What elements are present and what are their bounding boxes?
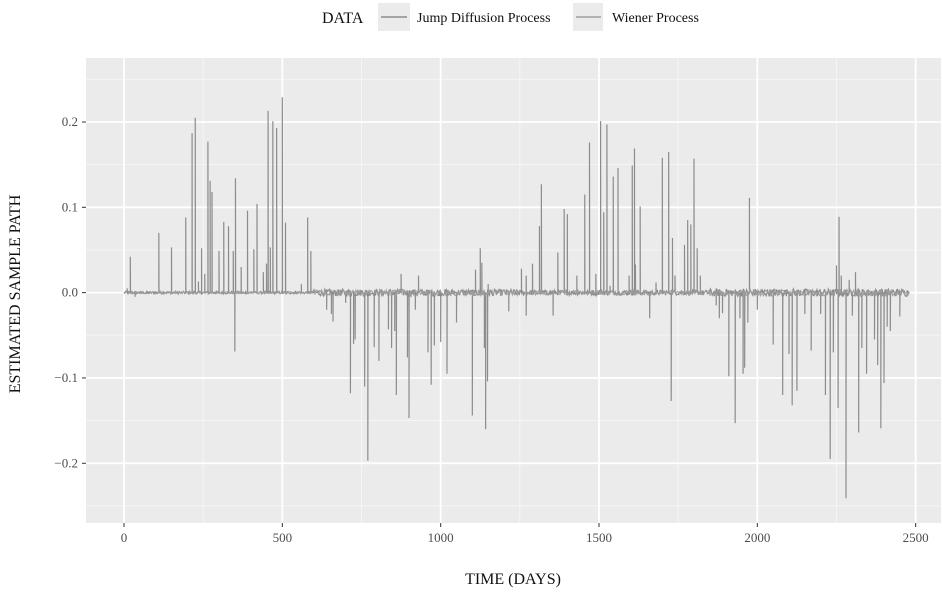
- legend-label-jump-diffusion: Jump Diffusion Process: [417, 11, 551, 26]
- x-tick-label: 2000: [744, 530, 770, 545]
- x-tick-label: 1000: [428, 530, 454, 545]
- legend: DATA Jump Diffusion Process Wiener Proce…: [322, 3, 699, 31]
- y-tick-label: −0.2: [54, 455, 78, 470]
- x-axis-title: TIME (DAYS): [465, 571, 561, 588]
- x-tick-label: 0: [121, 530, 128, 545]
- x-axis: 0 500 1000 1500 2000 2500: [121, 523, 929, 545]
- legend-label-wiener: Wiener Process: [612, 11, 699, 26]
- x-tick-label: 1500: [586, 530, 612, 545]
- y-axis: −0.2 −0.1 0.0 0.1 0.2: [54, 114, 86, 470]
- y-tick-label: 0.2: [62, 114, 78, 129]
- y-tick-label: −0.1: [54, 370, 78, 385]
- x-tick-label: 2500: [903, 530, 929, 545]
- series-layer: [123, 97, 910, 499]
- y-tick-label: 0.1: [62, 199, 78, 214]
- x-tick-label: 500: [273, 530, 293, 545]
- legend-title: DATA: [322, 10, 364, 27]
- y-axis-title: ESTIMATED SAMPLE PATH: [7, 194, 24, 393]
- series-wiener: [123, 287, 910, 298]
- y-tick-label: 0.0: [62, 285, 78, 300]
